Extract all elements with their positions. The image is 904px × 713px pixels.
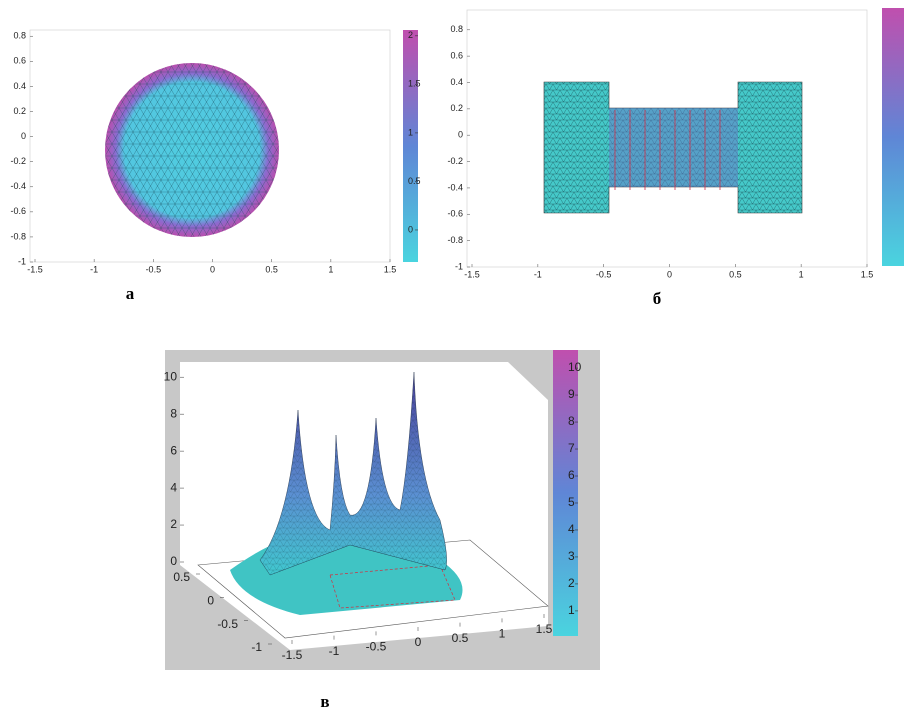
y-tick-label: -1 (455, 261, 463, 271)
y-tick-label: 0.4 (13, 81, 26, 91)
colorbar-tick-label: 10 (568, 360, 582, 374)
x-tick-label: -1.5 (464, 269, 480, 279)
z-tick-label: 4 (170, 480, 177, 494)
y-tick-label: 0.8 (13, 31, 26, 41)
colorbar-tick-label: 1 (568, 603, 575, 617)
mesh-lines (105, 63, 279, 237)
x-tick-label: 0.5 (265, 264, 278, 274)
x-tick-label: 0.5 (452, 631, 469, 645)
caption: в (320, 692, 329, 708)
colorbar-tick-label: 3 (568, 549, 575, 563)
y-tick-label: 0.8 (450, 24, 463, 34)
z-tick-label: 6 (170, 443, 177, 457)
y-tick-label: -0.8 (447, 235, 463, 245)
colorbar-tick-label: 1.5 (408, 79, 421, 89)
y-tick-label: 0 (21, 131, 26, 141)
x-tick-label: -1 (329, 644, 340, 658)
colorbar (882, 8, 904, 266)
y-tick-label: 0.2 (13, 106, 26, 116)
caption: б (653, 289, 662, 308)
x-tick-label: -1.5 (282, 648, 303, 662)
colorbar-tick-label: 7 (568, 441, 575, 455)
x-tick-label: 1.5 (536, 622, 553, 636)
y-tick-label: 0.2 (450, 103, 463, 113)
caption: а (126, 284, 135, 303)
y-tick-label: -0.6 (447, 209, 463, 219)
y-tick-label: -0.2 (447, 156, 463, 166)
z-tick-label: 2 (170, 517, 177, 531)
x-tick-label: -0.5 (596, 269, 612, 279)
x-tick-label: -0.5 (146, 264, 162, 274)
y-tick-label: -0.5 (217, 617, 238, 631)
colorbar-tick-label: 2 (568, 576, 575, 590)
y-tick-label: -0.4 (447, 182, 463, 192)
y-tick-label: 0.6 (450, 51, 463, 61)
y-tick-label: 0.6 (13, 56, 26, 66)
y-tick-label: -1 (251, 640, 262, 654)
x-tick-label: 1 (328, 264, 333, 274)
colorbar-tick-label: 5 (568, 495, 575, 509)
y-tick-label: 0.4 (450, 77, 463, 87)
x-tick-label: 0.5 (729, 269, 742, 279)
y-tick-label: -0.6 (10, 206, 26, 216)
x-tick-label: 1.5 (861, 269, 874, 279)
y-tick-label: -0.2 (10, 156, 26, 166)
x-tick-label: -1.5 (27, 264, 43, 274)
x-tick-label: -0.5 (366, 640, 387, 654)
x-tick-label: -1 (534, 269, 542, 279)
z-tick-label: 8 (170, 406, 177, 420)
colorbar-tick-label: 9 (568, 387, 575, 401)
y-tick-label: -0.4 (10, 181, 26, 191)
x-tick-label: 1 (499, 627, 506, 641)
colorbar-tick-label: 0 (408, 224, 413, 234)
colorbar-tick-label: 8 (568, 414, 575, 428)
figure: а б в -1.5-1-0.500.511.5-1-0.8-0.6-0.4-0… (0, 0, 904, 708)
x-tick-label: 1 (799, 269, 804, 279)
x-tick-label: 0 (415, 635, 422, 649)
z-tick-label: 0 (170, 554, 177, 568)
x-tick-label: 0 (210, 264, 215, 274)
x-tick-label: -1 (90, 264, 98, 274)
stress-zone (609, 108, 738, 187)
y-tick-label: -1 (18, 256, 26, 266)
y-tick-label: 0 (458, 130, 463, 140)
y-tick-label: 0 (207, 594, 214, 608)
z-tick-label: 10 (164, 369, 178, 383)
x-tick-label: 1.5 (384, 264, 397, 274)
colorbar-tick-label: 1 (408, 127, 413, 137)
y-tick-label: -0.8 (10, 231, 26, 241)
y-tick-label: 0.5 (173, 570, 190, 584)
colorbar-tick-label: 6 (568, 468, 575, 482)
colorbar-tick-label: 4 (568, 522, 575, 536)
colorbar-tick-label: 2 (408, 30, 413, 40)
colorbar-tick-label: 0.5 (408, 176, 421, 186)
x-tick-label: 0 (667, 269, 672, 279)
